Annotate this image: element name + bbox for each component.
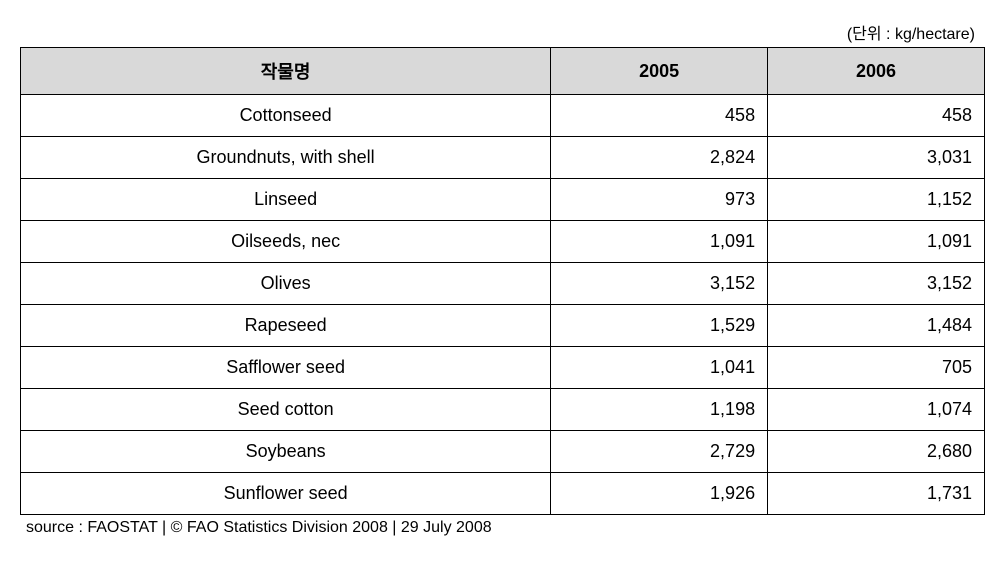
value-2006-cell: 1,484 (768, 305, 985, 347)
value-2005-cell: 1,529 (551, 305, 768, 347)
table-row: Groundnuts, with shell2,8243,031 (21, 137, 985, 179)
table-row: Seed cotton1,1981,074 (21, 389, 985, 431)
value-2005-cell: 1,091 (551, 221, 768, 263)
crop-name-cell: Soybeans (21, 431, 551, 473)
value-2006-cell: 458 (768, 95, 985, 137)
header-year-2006: 2006 (768, 48, 985, 95)
crop-name-cell: Oilseeds, nec (21, 221, 551, 263)
crop-name-cell: Safflower seed (21, 347, 551, 389)
value-2005-cell: 2,824 (551, 137, 768, 179)
table-row: Rapeseed1,5291,484 (21, 305, 985, 347)
table-row: Sunflower seed1,9261,731 (21, 473, 985, 515)
crop-name-cell: Olives (21, 263, 551, 305)
table-row: Linseed9731,152 (21, 179, 985, 221)
crop-name-cell: Rapeseed (21, 305, 551, 347)
crop-name-cell: Sunflower seed (21, 473, 551, 515)
table-row: Safflower seed1,041705 (21, 347, 985, 389)
value-2005-cell: 3,152 (551, 263, 768, 305)
table-row: Cottonseed458458 (21, 95, 985, 137)
value-2006-cell: 3,031 (768, 137, 985, 179)
crop-name-cell: Seed cotton (21, 389, 551, 431)
crop-name-cell: Groundnuts, with shell (21, 137, 551, 179)
value-2006-cell: 1,152 (768, 179, 985, 221)
value-2006-cell: 2,680 (768, 431, 985, 473)
table-row: Oilseeds, nec1,0911,091 (21, 221, 985, 263)
header-crop: 작물명 (21, 48, 551, 95)
value-2006-cell: 705 (768, 347, 985, 389)
value-2005-cell: 973 (551, 179, 768, 221)
table-header-row: 작물명 2005 2006 (21, 48, 985, 95)
value-2005-cell: 1,041 (551, 347, 768, 389)
value-2006-cell: 3,152 (768, 263, 985, 305)
table-row: Olives3,1523,152 (21, 263, 985, 305)
value-2006-cell: 1,074 (768, 389, 985, 431)
value-2005-cell: 2,729 (551, 431, 768, 473)
value-2006-cell: 1,091 (768, 221, 985, 263)
value-2005-cell: 458 (551, 95, 768, 137)
source-citation: source : FAOSTAT | © FAO Statistics Divi… (20, 519, 985, 537)
value-2006-cell: 1,731 (768, 473, 985, 515)
value-2005-cell: 1,198 (551, 389, 768, 431)
unit-label: (단위 : kg/hectare) (20, 20, 985, 44)
crop-name-cell: Linseed (21, 179, 551, 221)
crop-name-cell: Cottonseed (21, 95, 551, 137)
header-year-2005: 2005 (551, 48, 768, 95)
value-2005-cell: 1,926 (551, 473, 768, 515)
crop-yield-table: 작물명 2005 2006 Cottonseed458458Groundnuts… (20, 47, 985, 515)
table-row: Soybeans2,7292,680 (21, 431, 985, 473)
